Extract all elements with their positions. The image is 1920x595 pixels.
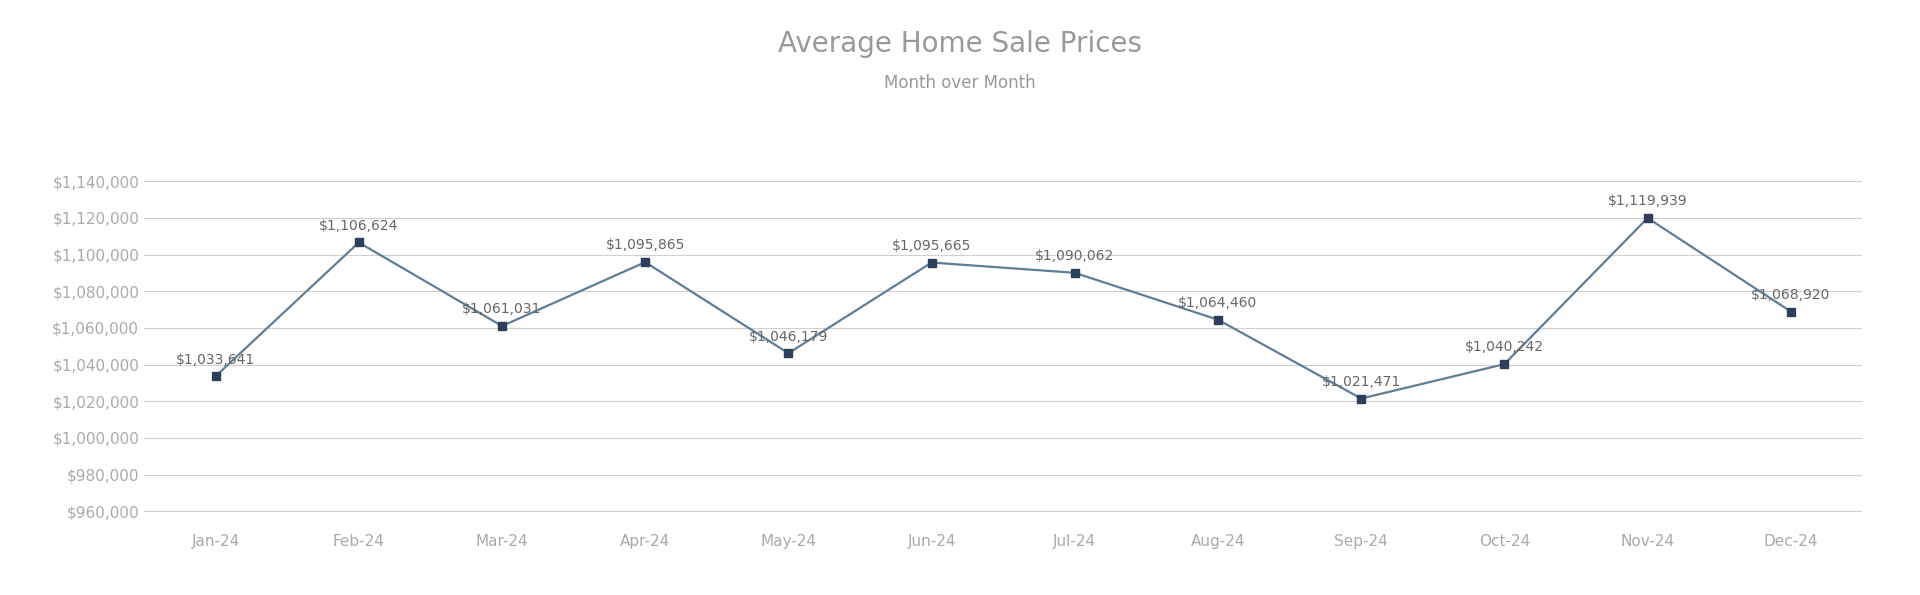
Text: $1,046,179: $1,046,179 [749, 330, 828, 343]
Text: $1,033,641: $1,033,641 [177, 352, 255, 367]
Text: $1,095,665: $1,095,665 [893, 239, 972, 253]
Text: $1,119,939: $1,119,939 [1607, 195, 1688, 208]
Text: $1,095,865: $1,095,865 [605, 239, 685, 252]
Text: Month over Month: Month over Month [885, 74, 1035, 92]
Text: $1,021,471: $1,021,471 [1321, 375, 1402, 389]
Text: $1,040,242: $1,040,242 [1465, 340, 1544, 355]
Text: $1,061,031: $1,061,031 [463, 302, 541, 317]
Text: $1,106,624: $1,106,624 [319, 219, 399, 233]
Text: Average Home Sale Prices: Average Home Sale Prices [778, 30, 1142, 58]
Text: $1,068,920: $1,068,920 [1751, 288, 1830, 302]
Text: $1,064,460: $1,064,460 [1179, 296, 1258, 310]
Text: $1,090,062: $1,090,062 [1035, 249, 1114, 263]
